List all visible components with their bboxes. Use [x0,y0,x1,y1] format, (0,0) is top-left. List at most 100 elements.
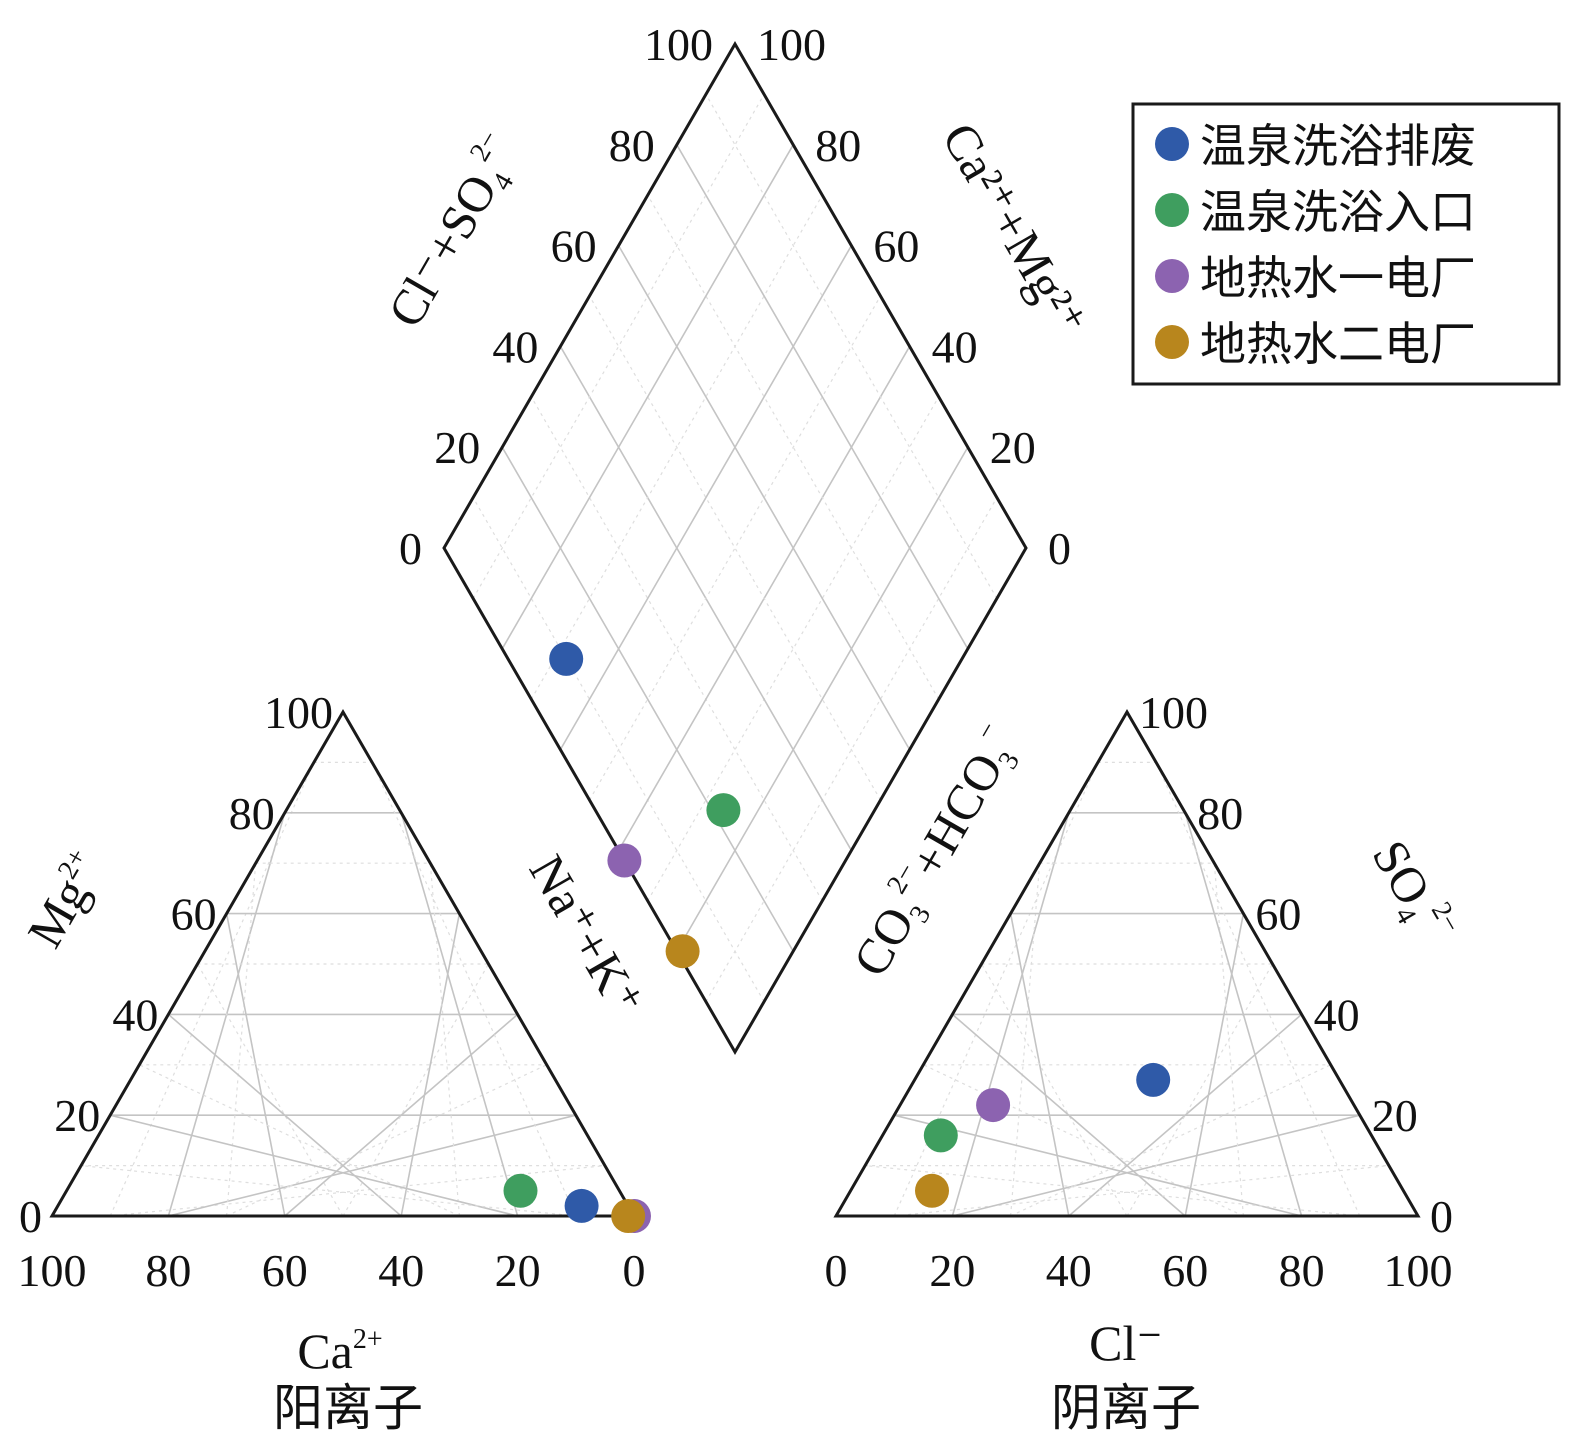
anion-right-tick-3: 60 [1255,889,1301,940]
diamond-grid-a-3 [530,396,823,902]
diamond-right-tick-1: 20 [990,422,1036,473]
cation-grid-b-4 [284,1013,519,1217]
diamond-left-tick-1: 20 [434,422,480,473]
cation-left-axis-title: Mg2+ [16,843,114,957]
cation-grid-a-4 [225,913,286,1217]
legend-label-3: 地热水二电厂 [1200,319,1476,370]
cation-left-tick-1: 20 [54,1090,100,1141]
cation-title: 阳离子 [273,1380,423,1436]
cation-point-3 [611,1199,646,1233]
cation-point-0 [564,1188,599,1223]
cation-left-tick-0: 0 [19,1191,42,1242]
diamond-grid-a-5 [588,295,882,801]
anion-left-sup-minus: − [970,716,1005,745]
anion-point-0 [1136,1062,1171,1097]
anion-grid-b-9 [1155,762,1361,1217]
diamond-grid-b-3 [647,396,940,902]
diamond-grid-a-9 [705,94,998,599]
anion-right-tick-1: 20 [1372,1090,1418,1141]
legend-label-0: 温泉洗浴排废 [1200,121,1476,172]
diamond-left-tick-3: 60 [551,221,597,272]
anion-bottom-tick-4: 80 [1279,1245,1325,1296]
diamond-point-2 [607,843,642,878]
diamond-left-axis-title: Cl⁻+SO42− [374,125,535,339]
cation-grid-a-9 [81,1165,576,1217]
anion-grid-b-6 [1184,913,1245,1217]
diamond-point-0 [549,641,584,676]
cation-triangle-frame [49,708,637,1218]
data-points [503,641,1171,1233]
cation-left-tick-5: 100 [264,687,333,738]
diamond-grid-b-7 [530,194,823,700]
legend-box [1131,102,1561,386]
diamond-right-tick-3: 60 [873,221,919,272]
anion-right-tick-4: 80 [1197,788,1243,839]
legend-label-2: 地热水一电厂 [1200,253,1476,304]
grid-lines [81,94,1389,1217]
diamond-grid-a-8 [676,144,969,650]
anion-grid-a-4 [1009,913,1070,1217]
legend-marker-0 [1155,127,1189,161]
cation-left-tick-4: 80 [229,788,275,839]
cation-grid-a-1 [109,762,315,1217]
legend-marker-3 [1155,325,1189,359]
cation-grid-a-5 [196,963,344,1217]
anion-grid-a-5 [980,963,1128,1217]
diamond-grid-b-5 [588,295,882,801]
anion-point-2 [976,1088,1011,1123]
anion-left-axis-title: CO32−+HCO3− [839,716,1034,988]
cation-grid-a-6 [167,1013,402,1217]
diamond-left-tick-0: 0 [399,523,422,574]
plot-frames [49,40,1421,1218]
anion-bottom-tick-0: 0 [825,1245,848,1296]
cation-left-tick-3: 60 [171,889,217,940]
diamond-right-tick-0: 0 [1048,523,1071,574]
anion-grid-b-7 [1213,863,1244,1217]
cation-bottom-tick-5: 0 [623,1245,646,1296]
anion-grid-a-8 [894,1114,1302,1217]
legend-marker-1 [1155,193,1189,227]
diamond-point-3 [665,934,700,969]
diamond-grid-a-6 [617,245,911,751]
anion-right-sup-2minus: 2− [1425,897,1467,938]
diamond-point-1 [706,793,741,828]
cation-bottom-tick-2: 60 [262,1245,308,1296]
cation-bottom-axis-title: Ca2+ [297,1323,382,1379]
anion-grid-b-1 [894,1165,1389,1217]
diamond-grid-b-2 [676,446,969,952]
cation-bottom-tick-1: 80 [145,1245,191,1296]
cation-point-1 [503,1173,538,1208]
anion-bottom-axis-title: Cl⁻ [1089,1315,1163,1371]
cation-grid-a-7 [139,1064,460,1217]
cation-bottom-tick-4: 20 [495,1245,541,1296]
diamond-right-axis-title: Ca²⁺+Mg²⁺ [931,113,1097,345]
cation-left-tick-2: 40 [112,989,158,1040]
diamond-right-tick-4: 80 [815,120,861,171]
diamond-left-tick-5: 100 [644,19,713,70]
legend-label-1: 温泉洗浴入口 [1200,187,1476,238]
anion-bottom-tick-1: 20 [929,1245,975,1296]
anion-bottom-tick-2: 40 [1046,1245,1092,1296]
diamond-grid-a-7 [647,194,940,700]
legend-marker-2 [1155,259,1189,293]
diamond-grid-b-1 [705,497,998,1002]
anion-point-3 [915,1173,949,1208]
cation-bottom-tick-3: 40 [378,1245,424,1296]
diamond-grid-a-1 [472,497,765,1002]
diamond-right-tick-2: 40 [932,321,978,372]
anion-bottom-tick-3: 60 [1162,1245,1208,1296]
anion-grid-b-4 [1068,1013,1303,1217]
anion-grid-a-7 [923,1064,1244,1217]
diamond-left-tick-4: 80 [609,120,655,171]
anion-title: 阴离子 [1051,1380,1201,1436]
diamond-grid-b-6 [559,245,853,751]
legend: 温泉洗浴排废 温泉洗浴入口 地热水一电厂 地热水二电厂 [1131,102,1561,386]
anion-grid-b-3 [1010,1064,1331,1217]
diamond-left-sup-2minus: 2− [464,125,506,166]
anion-right-tick-2: 40 [1314,989,1360,1040]
anion-grid-a-9 [865,1165,1360,1217]
cation-grid-b-3 [226,1064,547,1217]
diamond-grid-b-9 [472,94,765,599]
